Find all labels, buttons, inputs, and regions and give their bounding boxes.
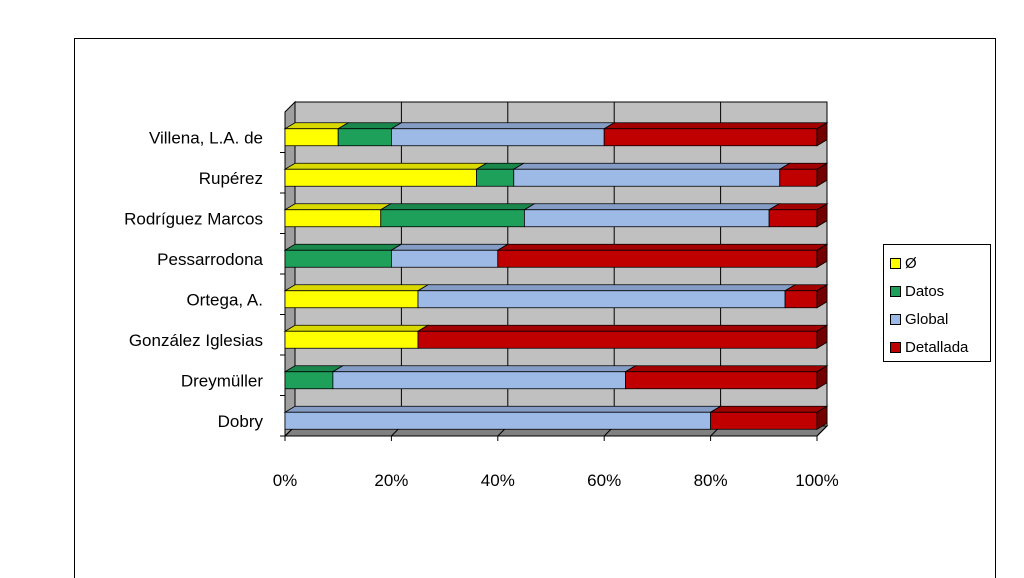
bar-segment xyxy=(513,168,781,187)
bar-top-face xyxy=(416,324,829,332)
legend-swatch xyxy=(890,313,901,325)
legend-item: Detallada xyxy=(890,333,990,361)
x-tick-label: 100% xyxy=(795,471,838,490)
bar-top-face xyxy=(283,324,430,332)
bar-segment xyxy=(603,128,818,147)
bar-segment xyxy=(284,330,419,349)
bar-segment xyxy=(332,371,626,390)
bar-end-face xyxy=(816,203,828,228)
bar-top-face xyxy=(709,405,829,413)
category-label: Rupérez xyxy=(199,169,263,188)
bar-end-face xyxy=(816,122,828,147)
bar-segment xyxy=(524,209,770,228)
category-label: Dobry xyxy=(218,412,264,431)
bar-segment xyxy=(768,209,818,228)
bar-top-face xyxy=(389,243,510,251)
bar-end-face xyxy=(816,365,828,390)
bar-top-face xyxy=(283,162,488,170)
category-label: Ortega, A. xyxy=(186,290,263,309)
gridline-floor xyxy=(816,425,828,437)
bar-top-face xyxy=(512,162,792,170)
legend-swatch xyxy=(890,257,901,269)
x-tick-label: 60% xyxy=(587,471,621,490)
legend-label: Datos xyxy=(905,282,945,300)
bar-segment xyxy=(284,249,392,268)
bar-segment xyxy=(476,168,515,187)
bar-segment xyxy=(417,330,818,349)
bar-top-face xyxy=(283,243,403,251)
bar-segment xyxy=(380,209,525,228)
legend-item: Ø xyxy=(890,249,990,277)
bar-segment xyxy=(284,371,334,390)
bar-top-face xyxy=(379,203,536,211)
bar-end-face xyxy=(816,243,828,268)
legend-item: Global xyxy=(890,305,990,333)
bar-top-face xyxy=(496,243,829,251)
bar-top-face xyxy=(283,405,723,413)
bar-end-face xyxy=(816,405,828,430)
bar-top-face xyxy=(283,203,393,211)
bar-top-face xyxy=(624,365,829,373)
bar-segment xyxy=(284,411,712,430)
bar-top-face xyxy=(416,284,797,292)
category-label: Rodríguez Marcos xyxy=(124,209,263,228)
category-label: Pessarrodona xyxy=(157,250,263,269)
bar-end-face xyxy=(816,324,828,349)
x-tick-label: 0% xyxy=(273,471,298,490)
bar-segment xyxy=(784,290,818,309)
x-tick-label: 80% xyxy=(694,471,728,490)
bar-segment xyxy=(779,168,818,187)
legend-swatch xyxy=(890,285,901,297)
category-label: Villena, L.A. de xyxy=(149,128,263,147)
chart-frame xyxy=(74,38,996,578)
bar-segment xyxy=(284,128,339,147)
legend-label: Ø xyxy=(905,254,917,272)
bar-top-face xyxy=(389,122,616,130)
bar-top-face xyxy=(283,284,430,292)
bar-top-face xyxy=(602,122,829,130)
bar-top-face xyxy=(336,122,403,130)
x-tick-label: 20% xyxy=(374,471,408,490)
category-label: Dreymüller xyxy=(181,371,264,390)
legend: Ø Datos Global Detallada xyxy=(883,244,991,362)
legend-label: Detallada xyxy=(905,338,969,356)
legend-label: Global xyxy=(905,310,949,328)
x-tick-label: 40% xyxy=(481,471,515,490)
bar-segment xyxy=(337,128,392,147)
bar-segment xyxy=(284,290,419,309)
legend-item: Datos xyxy=(890,277,990,305)
bar-segment xyxy=(390,128,605,147)
bar-end-face xyxy=(816,162,828,187)
bar-segment xyxy=(497,249,818,268)
category-label: González Iglesias xyxy=(129,331,263,350)
legend-swatch xyxy=(890,341,901,353)
bar-segment xyxy=(625,371,818,390)
bar-segment xyxy=(284,168,477,187)
bar-end-face xyxy=(816,284,828,309)
bar-top-face xyxy=(522,203,781,211)
bar-segment xyxy=(417,290,786,309)
bar-segment xyxy=(284,209,382,228)
bar-segment xyxy=(390,249,499,268)
bar-top-face xyxy=(331,365,637,373)
bar-top-face xyxy=(283,122,350,130)
bar-segment xyxy=(710,411,818,430)
